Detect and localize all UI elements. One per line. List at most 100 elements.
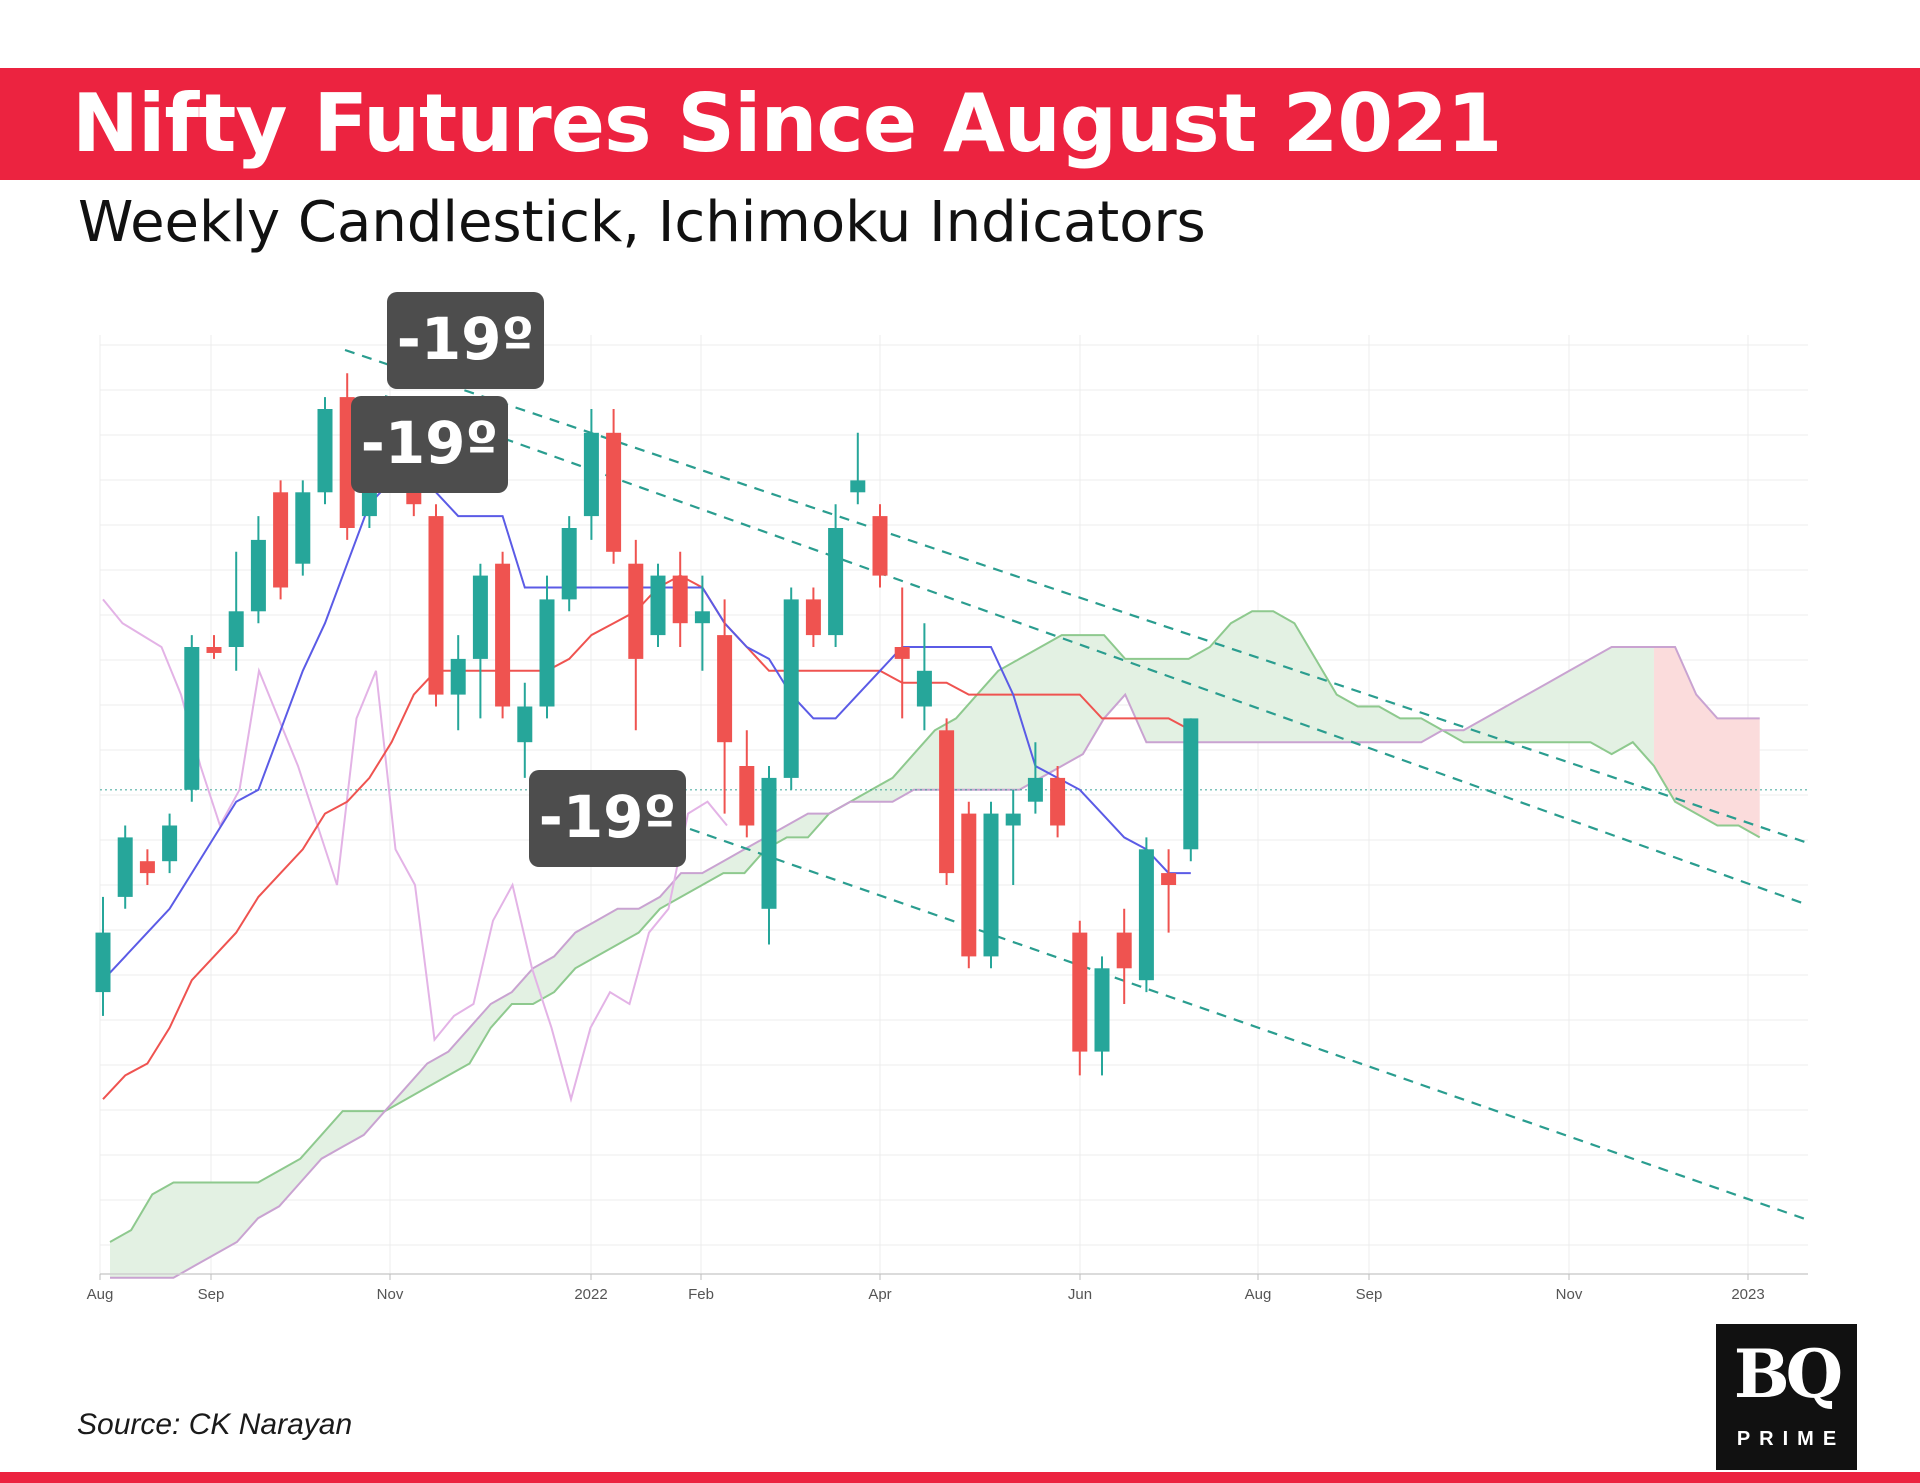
candle-body — [206, 647, 222, 653]
candle-body — [761, 777, 777, 909]
trendline — [344, 348, 1809, 845]
candle-body — [983, 813, 999, 957]
x-tick-label: Aug — [1245, 1286, 1272, 1303]
candle — [961, 801, 977, 969]
title-banner: Nifty Futures Since August 2021 — [0, 68, 1920, 180]
candle-body — [273, 492, 289, 588]
candle-body — [561, 528, 577, 600]
candle — [95, 896, 111, 1016]
x-tick-label: Apr — [868, 1286, 891, 1303]
candle — [717, 599, 733, 814]
candle — [1183, 718, 1199, 862]
candle-body — [805, 599, 821, 636]
candle-body — [739, 766, 755, 826]
candle — [761, 766, 777, 945]
candle-body — [583, 432, 599, 517]
candle-body — [872, 516, 888, 576]
cloud-bearish-area — [1653, 647, 1760, 838]
cloud-bullish-area — [110, 611, 1654, 1278]
candle — [1161, 849, 1177, 933]
candle-body — [117, 837, 133, 897]
annotation-label: -19º — [361, 409, 499, 477]
candle — [339, 373, 355, 540]
angle-annotations: -19º -19º -19º — [351, 292, 686, 867]
candle-body — [1183, 718, 1199, 850]
bq-prime-logo: BQ PRIME — [1716, 1324, 1857, 1470]
candle — [162, 813, 178, 874]
candle-body — [295, 492, 311, 564]
x-tick-label: Nov — [1556, 1286, 1583, 1303]
candle-body — [450, 658, 466, 695]
candle-body — [961, 813, 977, 957]
candle — [628, 539, 644, 731]
candle — [273, 480, 289, 600]
candle-body — [139, 861, 155, 874]
trendlines — [344, 348, 1809, 1222]
candle-body — [1116, 932, 1132, 969]
angle-annotation: -19º — [351, 396, 508, 493]
candle — [894, 587, 910, 719]
x-tick-label: Feb — [688, 1286, 714, 1303]
candle-body — [894, 647, 910, 659]
candle-body — [828, 528, 844, 636]
senkou-span-b-line — [110, 646, 1760, 1279]
candle — [1116, 908, 1132, 1004]
candle-body — [916, 670, 932, 707]
trendline — [689, 827, 1809, 1222]
candle — [650, 563, 666, 647]
candle — [139, 849, 155, 885]
ichimoku-lines — [102, 479, 1192, 1103]
candle — [561, 516, 577, 612]
candle-body — [1138, 849, 1154, 981]
tenkan-sen-line — [102, 479, 1191, 981]
annotation-label: -19º — [539, 783, 677, 851]
logo-prime-text: PRIME — [1736, 1428, 1846, 1450]
candle-body — [717, 635, 733, 743]
candle — [228, 551, 244, 671]
candle — [783, 587, 799, 790]
candle — [428, 504, 444, 707]
candle — [539, 575, 555, 719]
candle — [1094, 956, 1110, 1076]
x-tick-label: 2023 — [1731, 1286, 1764, 1303]
candle-body — [650, 575, 666, 636]
x-tick-label: Sep — [1356, 1286, 1383, 1303]
candle — [805, 587, 821, 647]
candle-body — [1094, 968, 1110, 1052]
x-tick-label: Nov — [377, 1286, 404, 1303]
candle — [850, 432, 866, 505]
candle — [1138, 837, 1154, 993]
annotation-box — [529, 770, 686, 867]
candle — [828, 504, 844, 647]
candle — [206, 635, 222, 659]
angle-annotation: -19º — [529, 770, 686, 867]
candle — [295, 480, 311, 576]
candle-body — [428, 516, 444, 695]
chikou-span-line — [102, 598, 728, 1103]
candle-body — [472, 575, 488, 659]
candle — [517, 682, 533, 778]
candle — [1027, 742, 1043, 814]
candle-body — [250, 539, 266, 612]
annotation-label: -19º — [397, 305, 535, 373]
candle-body — [694, 611, 710, 624]
candle — [583, 409, 599, 540]
candle — [117, 825, 133, 909]
candle — [983, 801, 999, 969]
candle — [317, 397, 333, 505]
angle-annotation: -19º — [387, 292, 544, 389]
ichimoku-cloud — [100, 610, 1808, 1279]
candle-body — [1161, 873, 1177, 885]
kijun-sen-line — [102, 574, 1192, 1100]
candle — [739, 730, 755, 838]
chart-subtitle: Weekly Candlestick, Ichimoku Indicators — [78, 190, 1206, 255]
candle — [184, 635, 200, 802]
candle-body — [162, 825, 178, 862]
candles — [95, 373, 1199, 1076]
x-tick-label: Aug — [87, 1286, 114, 1303]
candle-body — [95, 932, 111, 993]
candle — [872, 504, 888, 588]
candle — [672, 551, 688, 647]
x-tick-label: Jun — [1068, 1286, 1092, 1303]
